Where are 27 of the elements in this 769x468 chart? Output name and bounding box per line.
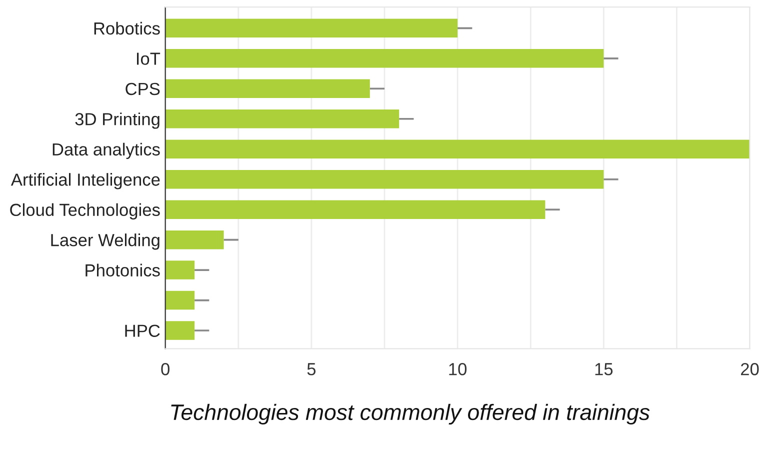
x-tick-label: 0 <box>161 363 170 376</box>
bar <box>165 260 195 280</box>
y-tick-label: Robotics <box>94 22 160 35</box>
bar <box>165 79 370 98</box>
y-tick-label: 3D Printing <box>75 112 160 129</box>
x-tick-label: 10 <box>449 363 467 376</box>
bar <box>165 290 195 310</box>
y-tick-label: IoT <box>136 52 160 65</box>
x-tick-label: 15 <box>595 363 613 376</box>
bar <box>165 170 604 189</box>
bar <box>165 140 750 158</box>
y-tick-label: Cloud Technologies <box>10 203 160 220</box>
y-tick-label: Data analytics <box>52 142 160 160</box>
y-tick-label: HPC <box>125 324 160 337</box>
x-tick-label: 20 <box>740 363 759 376</box>
bar <box>165 200 546 219</box>
text: Technologies most commonly offered in trainings <box>171 404 650 425</box>
bar <box>165 49 604 68</box>
y-tick-label: Artificial Inteligence <box>10 173 160 190</box>
bar <box>165 321 195 340</box>
y-tick-label: Laser Welding <box>51 234 160 250</box>
y-tick-label: Photonics <box>86 264 160 277</box>
bar <box>165 18 458 38</box>
x-tick-label: 5 <box>307 363 316 376</box>
bar <box>165 230 224 250</box>
y-tick-label: CPS <box>126 82 160 96</box>
bar <box>165 110 400 128</box>
